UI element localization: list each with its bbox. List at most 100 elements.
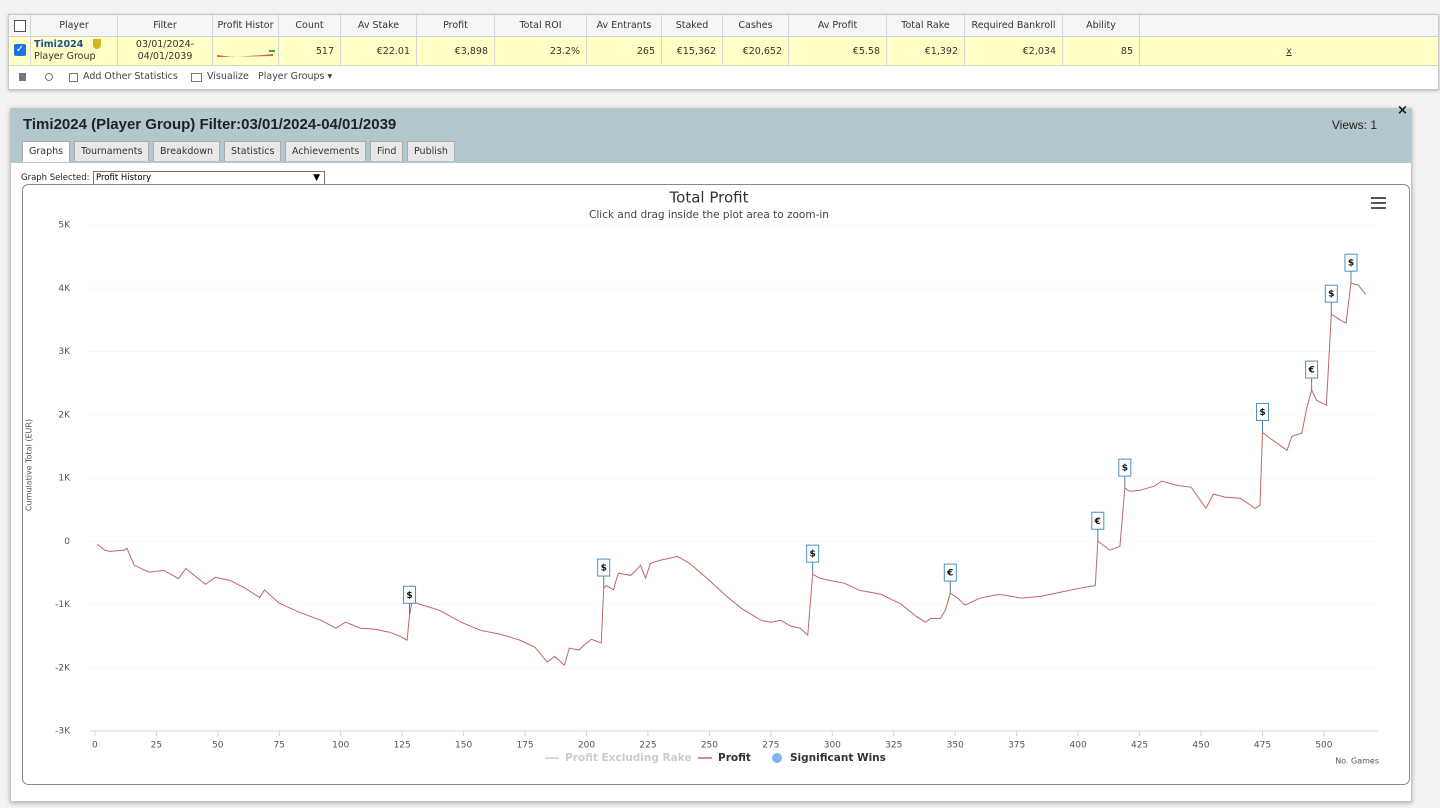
stat-cell: €15,362 — [662, 37, 723, 66]
significant-win-flag[interactable]: $ — [1118, 458, 1132, 489]
row-checkbox[interactable]: ✓ — [9, 37, 31, 66]
tab[interactable]: Breakdown — [153, 141, 221, 161]
y-tick-label: 3K — [58, 347, 71, 357]
flag — [1118, 458, 1132, 477]
y-tick-label: -2K — [55, 663, 71, 673]
tab[interactable]: Statistics — [224, 141, 282, 161]
header-cell: Profit — [417, 15, 495, 37]
stat-cell: 517 — [279, 37, 341, 66]
x-tick-label: 225 — [639, 741, 656, 751]
x-tick-label: 125 — [394, 741, 411, 751]
views-count: Views: 1 — [1331, 118, 1377, 132]
flag-label: $ — [1259, 408, 1265, 418]
header-cell: Ability — [1063, 15, 1140, 37]
x-tick-label: 500 — [1315, 741, 1332, 751]
significant-win-flag[interactable]: $ — [1324, 284, 1338, 315]
tab[interactable]: Tournaments — [74, 141, 150, 161]
flag — [1324, 284, 1338, 303]
panel-header: Timi2024 (Player Group) Filter:03/01/202… — [11, 109, 1411, 163]
player-cell: Timi2024 Player Group — [31, 37, 118, 66]
player-groups[interactable]: Player Groups ▾ — [258, 71, 333, 82]
add-statistics[interactable]: Add Other Statistics — [83, 71, 178, 82]
header-cell: Total ROI — [495, 15, 587, 37]
player-type: Player Group — [34, 51, 96, 62]
remove-cell: x — [1140, 37, 1438, 66]
significant-win-flag[interactable]: $ — [1344, 253, 1358, 284]
header-cell: Player — [31, 15, 118, 37]
significant-win-flag[interactable]: $ — [597, 558, 611, 589]
select-arrow: ▼ — [313, 173, 320, 183]
x-tick-label: 300 — [824, 741, 841, 751]
refresh-icon — [45, 73, 53, 81]
legend-item[interactable]: Significant Wins — [772, 752, 886, 764]
stat-cell: 265 — [587, 37, 662, 66]
significant-win-flag[interactable]: $ — [1255, 402, 1269, 433]
legend-label: Significant Wins — [790, 752, 886, 764]
x-tick-label: 325 — [885, 741, 902, 751]
header-cell — [1140, 15, 1438, 37]
legend-item[interactable]: Profit — [698, 752, 751, 764]
tab[interactable]: Graphs — [22, 141, 71, 162]
flag — [597, 558, 611, 577]
flag — [1255, 402, 1269, 421]
graph-select-value: Profit History — [96, 173, 152, 183]
significant-win-flag[interactable]: € — [943, 563, 957, 594]
x-tick-label: 0 — [92, 741, 98, 751]
stat-cell: €3,898 — [417, 37, 495, 66]
close-button[interactable]: × — [1397, 103, 1408, 118]
visualize-icon — [191, 73, 202, 82]
significant-win-flag[interactable]: € — [1091, 511, 1105, 542]
x-axis-title: No. Games — [1335, 757, 1379, 766]
flag — [1305, 360, 1319, 379]
chart-subtitle: Click and drag inside the plot area to z… — [589, 209, 829, 221]
x-tick-label: 75 — [274, 741, 285, 751]
x-tick-label: 375 — [1008, 741, 1025, 751]
visualize[interactable]: Visualize — [207, 71, 249, 82]
flag-label: $ — [1328, 290, 1334, 300]
x-tick-label: 475 — [1254, 741, 1271, 751]
stat-cell: €20,652 — [723, 37, 789, 66]
x-tick-label: 350 — [947, 741, 964, 751]
flag-label: € — [1308, 366, 1315, 376]
significant-win-flag[interactable]: € — [1305, 360, 1319, 391]
stat-cell: 23.2% — [495, 37, 587, 66]
header-cell: Required Bankroll — [965, 15, 1063, 37]
tab[interactable]: Achievements — [285, 141, 367, 161]
x-tick-label: 50 — [212, 741, 224, 751]
significant-win-flag[interactable]: $ — [403, 585, 417, 616]
header-cell — [9, 15, 31, 37]
y-axis-title: Cumulative Total (EUR) — [25, 419, 34, 511]
menu-icon[interactable] — [1371, 197, 1386, 209]
header-cell: Av Stake — [341, 15, 417, 37]
graph-label: Graph Selected: — [21, 173, 90, 183]
significant-win-flag[interactable]: $ — [806, 544, 820, 575]
x-tick-label: 150 — [455, 741, 472, 751]
remove-link[interactable]: x — [1286, 46, 1292, 57]
flag — [1344, 253, 1358, 272]
flag-label: $ — [810, 550, 816, 560]
flag — [806, 544, 820, 563]
chart-title: Total Profit — [669, 189, 749, 207]
x-tick-label: 250 — [701, 741, 718, 751]
tab[interactable]: Find — [370, 141, 404, 161]
flag-label: $ — [406, 591, 412, 601]
tab[interactable]: Publish — [407, 141, 455, 161]
flag — [943, 563, 957, 582]
stat-cell: €2,034 — [965, 37, 1063, 66]
header-cell: Filter — [118, 15, 213, 37]
y-tick-label: 0 — [64, 537, 70, 547]
header-cell: Cashes — [723, 15, 789, 37]
x-tick-label: 25 — [151, 741, 162, 751]
legend-label: Profit — [718, 752, 751, 764]
flag-label: € — [1094, 517, 1101, 527]
legend-label: Profit Excluding Rake — [565, 752, 692, 764]
x-tick-label: 450 — [1192, 741, 1209, 751]
graph-panel: Timi2024 (Player Group) Filter:03/01/202… — [10, 103, 1412, 802]
add-icon — [69, 73, 78, 82]
x-tick-label: 275 — [762, 741, 779, 751]
player-name: Timi2024 — [34, 39, 84, 50]
stat-cell: 85 — [1063, 37, 1140, 66]
legend-item[interactable]: Profit Excluding Rake — [545, 752, 692, 764]
y-tick-label: -3K — [55, 727, 71, 737]
